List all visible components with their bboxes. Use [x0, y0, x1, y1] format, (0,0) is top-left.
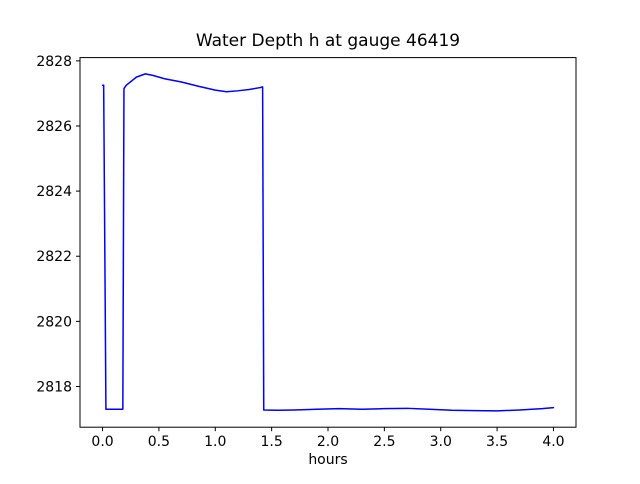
- x-tick-label: 0.0: [91, 434, 113, 450]
- y-tick-label: 2828: [36, 54, 72, 70]
- x-tick-label: 3.0: [430, 434, 452, 450]
- data-line-water-depth: [101, 73, 555, 412]
- x-tick-label: 1.5: [261, 434, 283, 450]
- x-tick-label: 1.0: [204, 434, 226, 450]
- axes-frame: [79, 57, 577, 428]
- chart-title: Water Depth h at gauge 46419: [196, 31, 460, 51]
- y-tick-label: 2824: [36, 184, 72, 200]
- y-tick-label: 2820: [36, 314, 72, 330]
- axes-layer: 0.0 0.5 1.0 1.5 2.0 2.5 3.0 3.5 4.0 2818 2820 2822 2…: [36, 54, 577, 450]
- x-tick-label: 2.5: [373, 434, 395, 450]
- x-tick-label: 4.0: [542, 434, 564, 450]
- x-tick-label: 0.5: [148, 434, 170, 450]
- y-tick-label: 2826: [36, 119, 72, 135]
- x-tick-label: 3.5: [486, 434, 508, 450]
- x-axis-label: hours: [308, 452, 347, 468]
- x-tick-label: 2.0: [317, 434, 339, 450]
- y-tick-label: 2818: [36, 379, 72, 395]
- y-tick-label: 2822: [36, 249, 72, 265]
